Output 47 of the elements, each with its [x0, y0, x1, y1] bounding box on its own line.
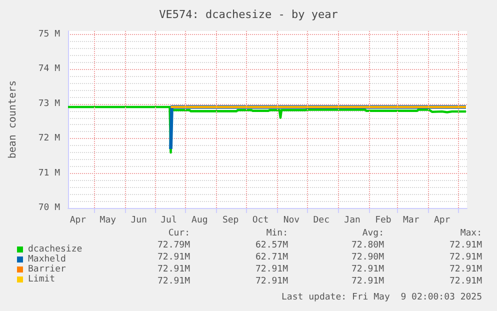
y-tick-label: 71 M: [38, 168, 61, 178]
text: 72.79M: [157, 240, 191, 250]
text: 72.91M: [255, 264, 289, 274]
y-axis-title: bean counters: [8, 80, 18, 159]
text: 72.91M: [449, 264, 483, 274]
x-tick-label: Apr: [434, 216, 451, 226]
line-series: [66, 106, 468, 154]
text: 72.91M: [449, 252, 483, 262]
text: Cur:: [168, 228, 190, 238]
text: 72.91M: [449, 276, 483, 286]
text: 72.91M: [157, 276, 191, 286]
x-tick-label: Jan: [344, 216, 360, 226]
y-tick-label: 73 M: [38, 98, 61, 109]
text: 62.57M: [255, 240, 289, 250]
x-tick-label: Mar: [403, 216, 420, 226]
text: 72.91M: [351, 264, 385, 274]
text: Max:: [460, 228, 482, 238]
legend-label: Limit: [28, 274, 56, 284]
text: Min:: [266, 228, 288, 238]
text: Last update: Fri May 9 02:00:03 2025: [282, 292, 482, 302]
x-tick-label: Dec: [313, 216, 330, 226]
legend-label: Maxheld: [28, 254, 66, 264]
text: 72.91M: [157, 252, 191, 262]
x-tick-label: Jul: [160, 216, 177, 226]
chart-title: VE574: dcachesize - by year: [159, 8, 338, 21]
text: 72.80M: [351, 240, 385, 250]
y-tick-label: 70 M: [38, 203, 61, 213]
legend-label: dcachesize: [28, 244, 82, 254]
x-tick-label: Nov: [283, 216, 300, 226]
x-tick-label: Jun: [130, 216, 147, 226]
text: 62.71M: [255, 252, 289, 262]
x-tick-label: May: [100, 216, 117, 226]
x-tick-label: Feb: [375, 216, 392, 226]
text: 72.91M: [449, 240, 483, 250]
x-tick-label: Apr: [70, 216, 87, 226]
text: 72.91M: [157, 264, 191, 274]
x-tick-label: Sep: [222, 216, 239, 226]
legend-label: Barrier: [28, 264, 67, 274]
x-tick-label: Oct: [252, 216, 269, 226]
x-tick-label: Aug: [192, 216, 208, 226]
text: 72.91M: [351, 276, 385, 286]
text: Avg:: [362, 228, 384, 238]
text: 72.91M: [255, 276, 289, 286]
text: 72.90M: [351, 252, 385, 262]
y-tick-label: 72 M: [38, 134, 61, 144]
y-tick-label: 75 M: [38, 29, 61, 40]
y-tick-label: 74 M: [38, 64, 61, 74]
